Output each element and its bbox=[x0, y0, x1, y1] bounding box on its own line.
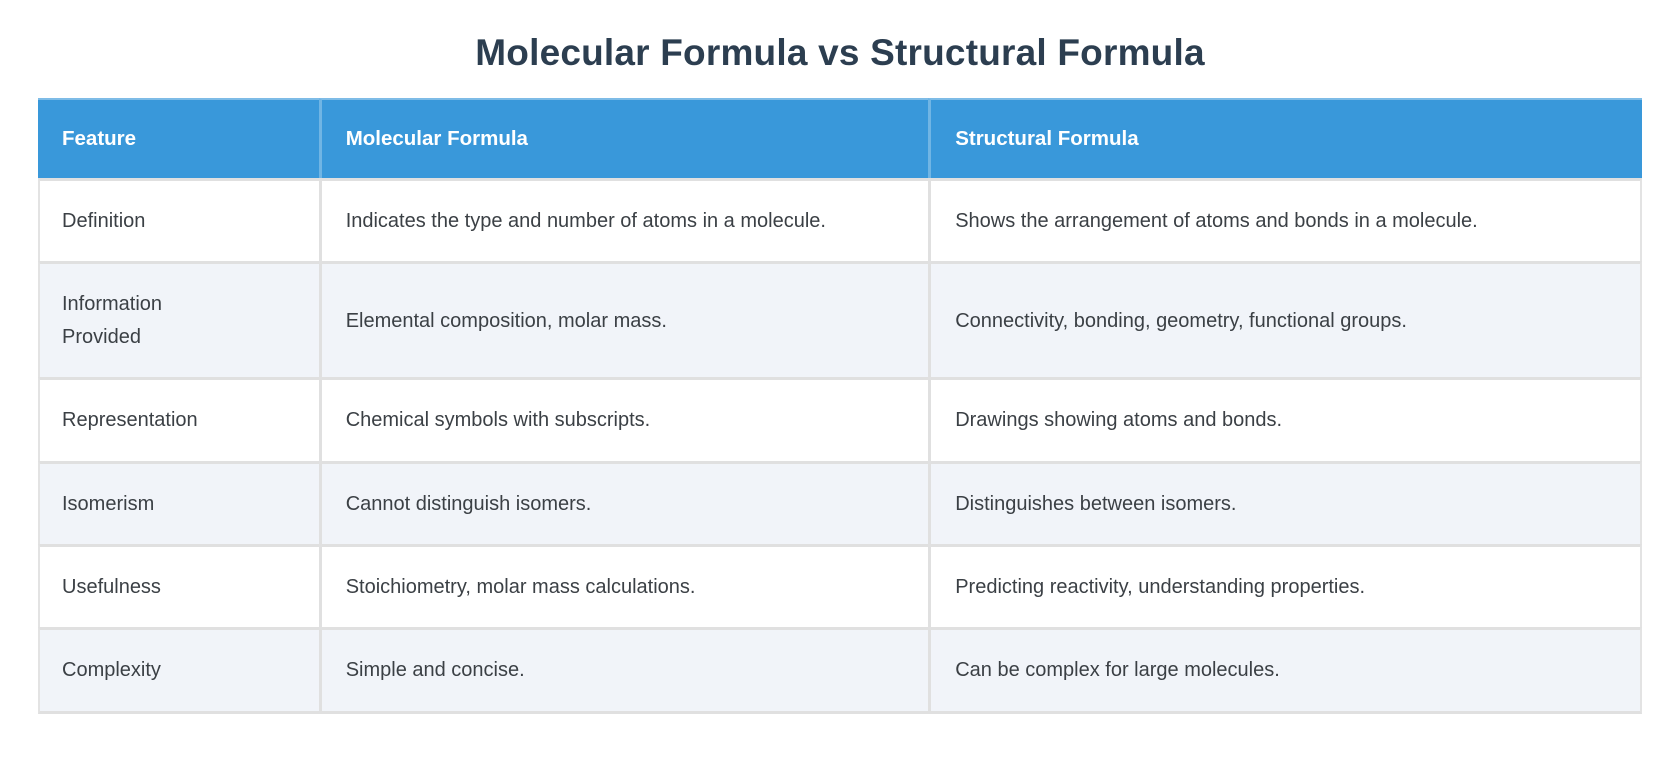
molecular-formula-cell: Indicates the type and number of atoms i… bbox=[318, 178, 929, 262]
table-row: Definition Indicates the type and number… bbox=[38, 178, 1642, 262]
structural-formula-cell: Can be complex for large molecules. bbox=[928, 627, 1642, 714]
feature-cell: Definition bbox=[38, 178, 319, 262]
feature-cell: Isomerism bbox=[38, 460, 319, 544]
structural-formula-cell: Connectivity, bonding, geometry, functio… bbox=[928, 261, 1642, 378]
molecular-formula-cell: Simple and concise. bbox=[318, 627, 929, 714]
comparison-table: Feature Molecular Formula Structural For… bbox=[38, 98, 1642, 714]
table-row: Complexity Simple and concise. Can be co… bbox=[38, 627, 1642, 714]
page-title: Molecular Formula vs Structural Formula bbox=[475, 32, 1205, 73]
column-header-molecular-formula: Molecular Formula bbox=[318, 98, 929, 178]
table-row: Isomerism Cannot distinguish isomers. Di… bbox=[38, 460, 1642, 544]
structural-formula-cell: Distinguishes between isomers. bbox=[928, 460, 1642, 544]
molecular-formula-cell: Elemental composition, molar mass. bbox=[318, 261, 929, 378]
column-header-structural-formula: Structural Formula bbox=[928, 98, 1642, 178]
comparison-table-container: Feature Molecular Formula Structural For… bbox=[38, 98, 1642, 714]
feature-cell: Usefulness bbox=[38, 543, 319, 628]
structural-formula-cell: Drawings showing atoms and bonds. bbox=[928, 377, 1642, 461]
feature-cell: Complexity bbox=[38, 627, 319, 714]
structural-formula-cell: Predicting reactivity, understanding pro… bbox=[928, 543, 1642, 628]
column-header-feature: Feature bbox=[38, 98, 319, 178]
table-header-row: Feature Molecular Formula Structural For… bbox=[38, 98, 1642, 178]
structural-formula-cell: Shows the arrangement of atoms and bonds… bbox=[928, 178, 1642, 262]
table-row: Usefulness Stoichiometry, molar mass cal… bbox=[38, 543, 1642, 628]
feature-cell: Information Provided bbox=[38, 261, 319, 378]
table-row: Representation Chemical symbols with sub… bbox=[38, 377, 1642, 461]
feature-cell: Representation bbox=[38, 377, 319, 461]
molecular-formula-cell: Chemical symbols with subscripts. bbox=[318, 377, 929, 461]
molecular-formula-cell: Cannot distinguish isomers. bbox=[318, 460, 929, 544]
table-body: Definition Indicates the type and number… bbox=[38, 178, 1642, 714]
table-row: Information Provided Elemental compositi… bbox=[38, 261, 1642, 378]
molecular-formula-cell: Stoichiometry, molar mass calculations. bbox=[318, 543, 929, 628]
